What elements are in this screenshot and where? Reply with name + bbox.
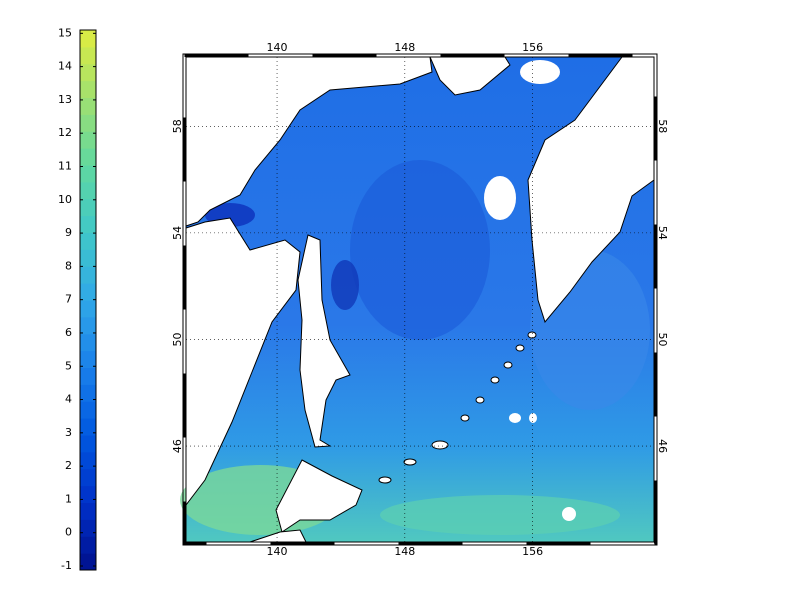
colorbar-tick-label: 7 xyxy=(65,293,72,306)
y-tick-label: 46 xyxy=(656,439,669,453)
colorbar-segment xyxy=(80,181,96,200)
land xyxy=(275,459,363,533)
y-tick-label: 50 xyxy=(171,332,184,346)
x-tick-label: 140 xyxy=(267,545,288,558)
colorbar-tick-label: 13 xyxy=(58,93,72,106)
colorbar-segment xyxy=(80,553,96,571)
colorbar-segment xyxy=(80,333,96,352)
colorbar-tick-label: 0 xyxy=(65,526,72,539)
colorbar-segment xyxy=(80,418,96,436)
kuril-islands xyxy=(378,331,537,484)
no-data xyxy=(562,507,576,521)
y-tick-label: 58 xyxy=(656,119,669,133)
colorbar-tick-label: 8 xyxy=(65,259,72,272)
colorbar-tick-label: 1 xyxy=(65,492,72,505)
colorbar-segment xyxy=(80,249,96,267)
no-data xyxy=(484,176,516,220)
colorbar-tick-label: 11 xyxy=(58,159,72,172)
land xyxy=(297,234,351,448)
colorbar-segment xyxy=(80,536,96,554)
colorbar-tick-label: 3 xyxy=(65,426,72,439)
colorbar-segment xyxy=(80,165,96,183)
x-tick-label: 156 xyxy=(522,41,543,54)
colorbar-segment xyxy=(80,148,96,166)
colorbar-segment xyxy=(80,198,96,217)
colorbar-segment xyxy=(80,468,96,487)
sea-patch xyxy=(331,260,359,310)
colorbar-segment xyxy=(80,46,96,65)
colorbar-segment xyxy=(80,30,96,48)
colorbar-segment xyxy=(80,266,96,284)
colorbar-segment xyxy=(80,232,96,250)
x-tick-label: 140 xyxy=(267,41,288,54)
y-tick-label: 58 xyxy=(171,119,184,133)
colorbar-tick-label: 6 xyxy=(65,326,72,339)
colorbar-tick-label: 14 xyxy=(58,60,72,73)
colorbar-segment xyxy=(80,519,96,537)
no-data xyxy=(529,413,537,423)
sea-patch xyxy=(380,495,620,535)
colorbar-segment xyxy=(80,367,96,385)
colorbar-tick-label: 2 xyxy=(65,459,72,472)
map-frame xyxy=(183,54,657,545)
colorbar-segment xyxy=(80,350,96,368)
colorbar-segment xyxy=(80,384,96,402)
colorbar-segment xyxy=(80,97,96,115)
y-tick-label: 50 xyxy=(656,332,669,346)
x-tick-label: 148 xyxy=(394,545,415,558)
colorbar-segment xyxy=(80,215,96,233)
colorbar-tick-label: -1 xyxy=(61,559,72,572)
colorbar-tick-label: 5 xyxy=(65,359,72,372)
no-data xyxy=(520,60,560,84)
x-tick-label: 156 xyxy=(522,545,543,558)
y-tick-label: 54 xyxy=(656,226,669,240)
colorbar-tick-label: 4 xyxy=(65,393,72,406)
land xyxy=(185,56,433,227)
colorbar-segment xyxy=(80,114,96,132)
colorbar-tick-label: 10 xyxy=(58,193,72,206)
colorbar-segment xyxy=(80,300,96,318)
colorbar-segment xyxy=(80,316,96,335)
colorbar-tick-label: 15 xyxy=(58,26,72,39)
sea-patch xyxy=(350,160,490,340)
colorbar-segment xyxy=(80,502,96,520)
x-tick-label: 148 xyxy=(394,41,415,54)
colorbar-segment xyxy=(80,63,96,82)
map-frame xyxy=(185,56,655,543)
colorbar-segment xyxy=(80,80,96,98)
no-data xyxy=(509,413,521,423)
colorbar-segment xyxy=(80,485,96,503)
colorbar-segment xyxy=(80,283,96,301)
y-tick-label: 54 xyxy=(171,226,184,240)
y-tick-label: 46 xyxy=(171,439,184,453)
colorbar-tick-label: 9 xyxy=(65,226,72,239)
land xyxy=(185,217,301,507)
colorbar-segment xyxy=(80,435,96,453)
colorbar-segment xyxy=(80,401,96,419)
map xyxy=(180,56,655,543)
colorbar-tick-label: 12 xyxy=(58,126,72,139)
colorbar-segment xyxy=(80,451,96,470)
colorbar-segment xyxy=(80,131,96,149)
